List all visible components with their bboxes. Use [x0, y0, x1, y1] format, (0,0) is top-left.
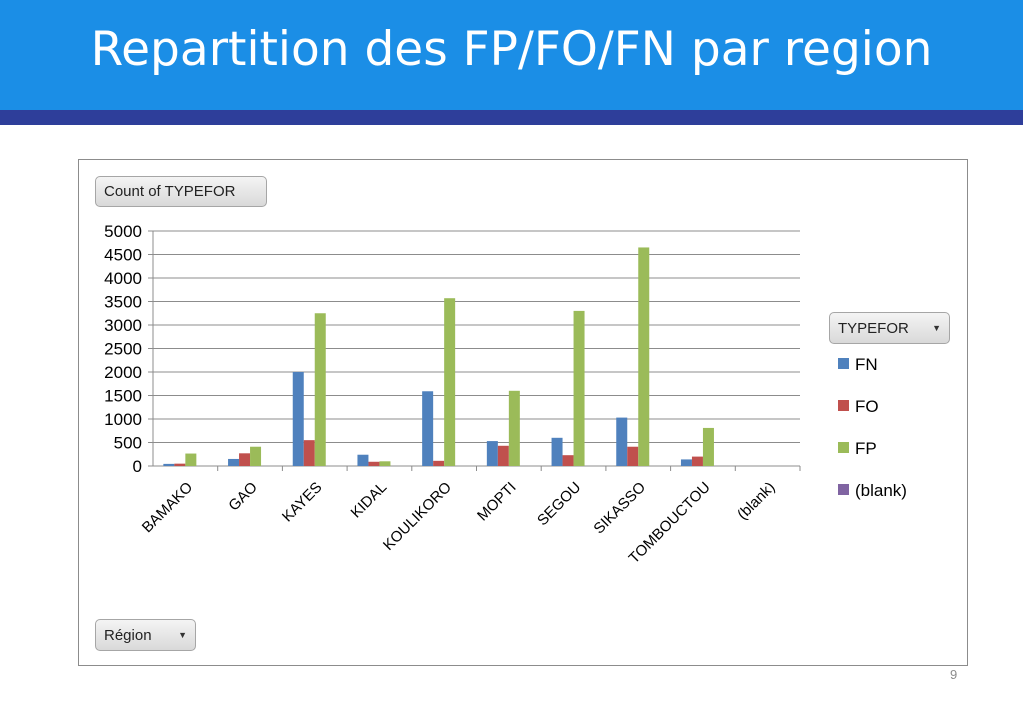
chart-frame [78, 159, 968, 666]
bar-fp [444, 298, 456, 466]
legend-swatch-fo [838, 400, 849, 411]
title-divider [0, 110, 1023, 125]
bar-fo [497, 445, 509, 466]
x-tick-label: SIKASSO [590, 479, 649, 538]
bar-fp [702, 427, 714, 466]
legend-label: FN [855, 355, 878, 374]
bar-fo [368, 461, 380, 466]
y-tick-label: 1500 [104, 387, 142, 406]
bar-fn [616, 417, 628, 466]
bar-fn [292, 372, 304, 466]
y-tick-label: 500 [114, 434, 142, 453]
x-tick-label: KIDAL [348, 479, 391, 522]
bar-fo [691, 456, 703, 466]
x-tick-label: MOPTI [474, 479, 520, 525]
bar-fo [562, 455, 574, 466]
bar-fo [303, 440, 315, 466]
bar-fn [680, 459, 692, 466]
bar-fp [573, 310, 585, 466]
dropdown-arrow-icon: ▼ [178, 630, 187, 640]
bar-fn [486, 441, 498, 466]
x-tick-label: BAMAKO [139, 479, 196, 536]
legend-label: FO [855, 397, 879, 416]
legend-swatch-fn [838, 358, 849, 369]
y-tick-label: 0 [133, 457, 142, 476]
bar-fp [379, 461, 391, 466]
bar-fp [185, 453, 197, 466]
y-tick-label: 2500 [104, 340, 142, 359]
legend-swatch-fp [838, 442, 849, 453]
measure-field-button[interactable]: Count of TYPEFOR [95, 176, 267, 207]
y-tick-label: 3500 [104, 293, 142, 312]
bar-fp [314, 313, 326, 466]
slide-title: Repartition des FP/FO/FN par region [90, 22, 933, 77]
bar-fp [250, 446, 262, 466]
bar-fo [627, 446, 639, 466]
y-tick-label: 1000 [104, 410, 142, 429]
title-band: Repartition des FP/FO/FN par region [0, 0, 1023, 110]
dropdown-arrow-icon: ▼ [932, 323, 941, 333]
x-tick-label: GAO [225, 479, 261, 515]
measure-field-label: Count of TYPEFOR [104, 183, 236, 200]
y-tick-label: 3000 [104, 316, 142, 335]
x-tick-label: KOULIKORO [380, 479, 455, 554]
bar-fn [228, 458, 240, 466]
page-number: 9 [950, 667, 958, 682]
bar-fn [551, 437, 563, 466]
bar-fp [508, 390, 520, 466]
bar-fn [357, 454, 369, 466]
bar-fp [638, 247, 650, 466]
bar-fn [163, 463, 175, 466]
x-tick-label: KAYES [279, 479, 326, 526]
y-tick-label: 5000 [104, 222, 142, 241]
legend-field-button[interactable]: TYPEFOR ▼ [829, 312, 950, 344]
bar-fo [239, 453, 251, 466]
legend-swatch-blank [838, 484, 849, 495]
x-tick-label: (blank) [734, 479, 778, 523]
x-tick-label: SEGOU [534, 479, 584, 529]
bar-fn [422, 391, 434, 466]
bar-fo [433, 460, 445, 466]
row-field-label: Région [104, 626, 152, 644]
legend-label: (blank) [855, 481, 907, 500]
legend-field-label: TYPEFOR [838, 319, 909, 337]
y-tick-label: 4000 [104, 269, 142, 288]
y-tick-label: 4500 [104, 246, 142, 265]
bar-fo [174, 463, 186, 466]
legend-label: FP [855, 439, 877, 458]
y-tick-label: 2000 [104, 363, 142, 382]
row-field-button[interactable]: Région ▼ [95, 619, 196, 651]
